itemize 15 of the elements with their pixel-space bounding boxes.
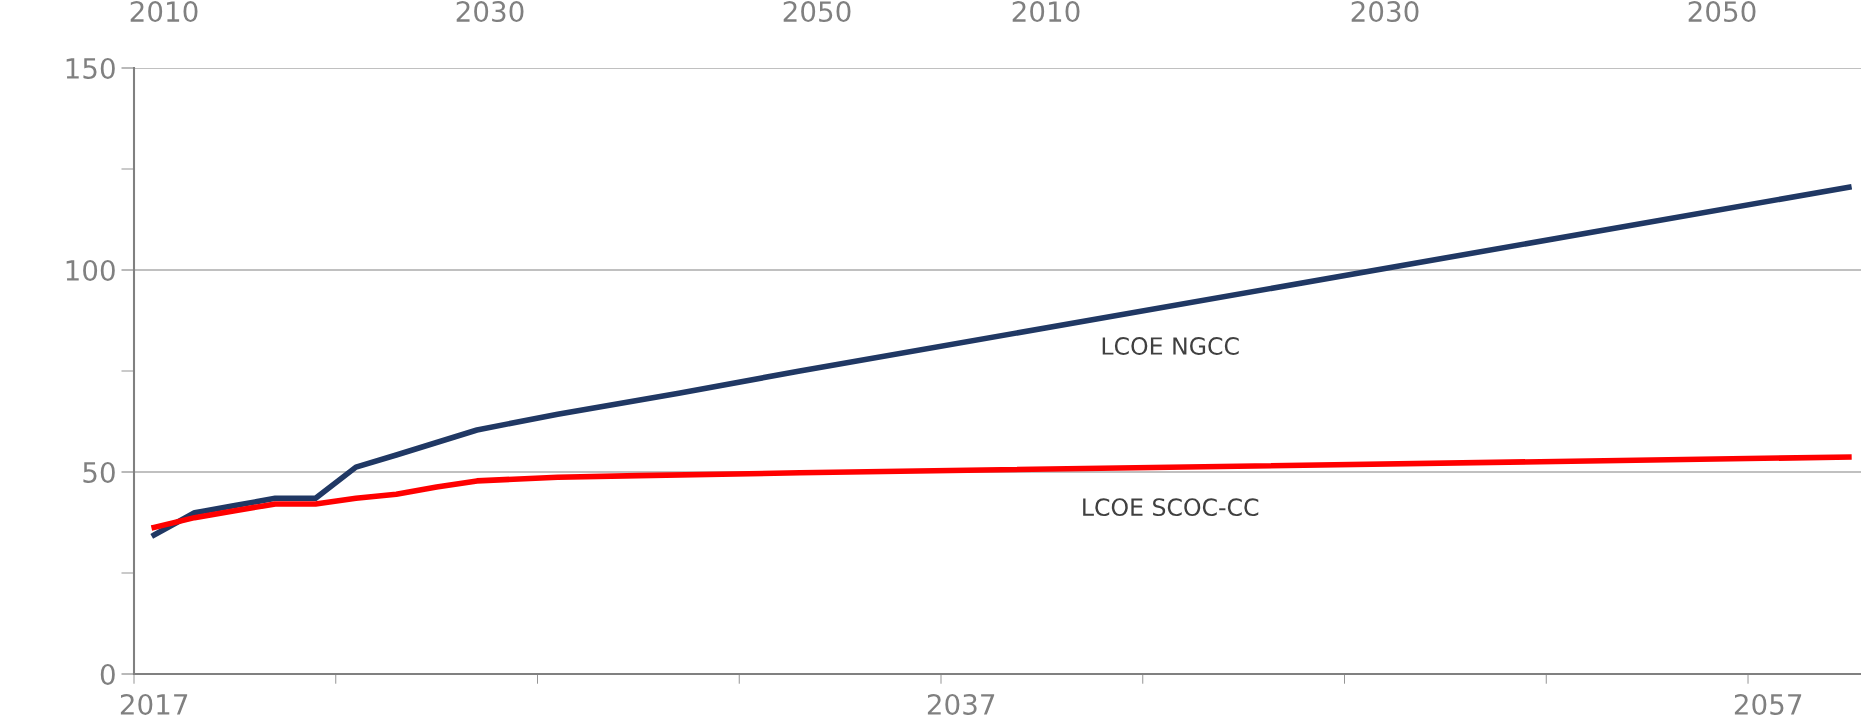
- x-tick-label: 2017: [120, 693, 188, 715]
- text: 2010: [130, 1, 198, 23]
- text: 2050: [783, 1, 851, 23]
- text: 2050: [1688, 1, 1756, 23]
- series-label: LCOE NGCC: [1102, 337, 1239, 355]
- x-tick-label: 2057: [1734, 693, 1802, 715]
- text: 2030: [1351, 1, 1419, 23]
- y-tick-label: 150: [66, 57, 115, 79]
- x-tick-label: 2037: [927, 693, 995, 715]
- y-tick-label: 0: [100, 663, 115, 685]
- y-tick-label: 100: [66, 259, 115, 281]
- text: 2030: [456, 1, 524, 23]
- series-label: LCOE SCOC-CC: [1083, 498, 1259, 517]
- y-tick-label: 50: [83, 461, 115, 483]
- text: 2010: [1012, 1, 1080, 23]
